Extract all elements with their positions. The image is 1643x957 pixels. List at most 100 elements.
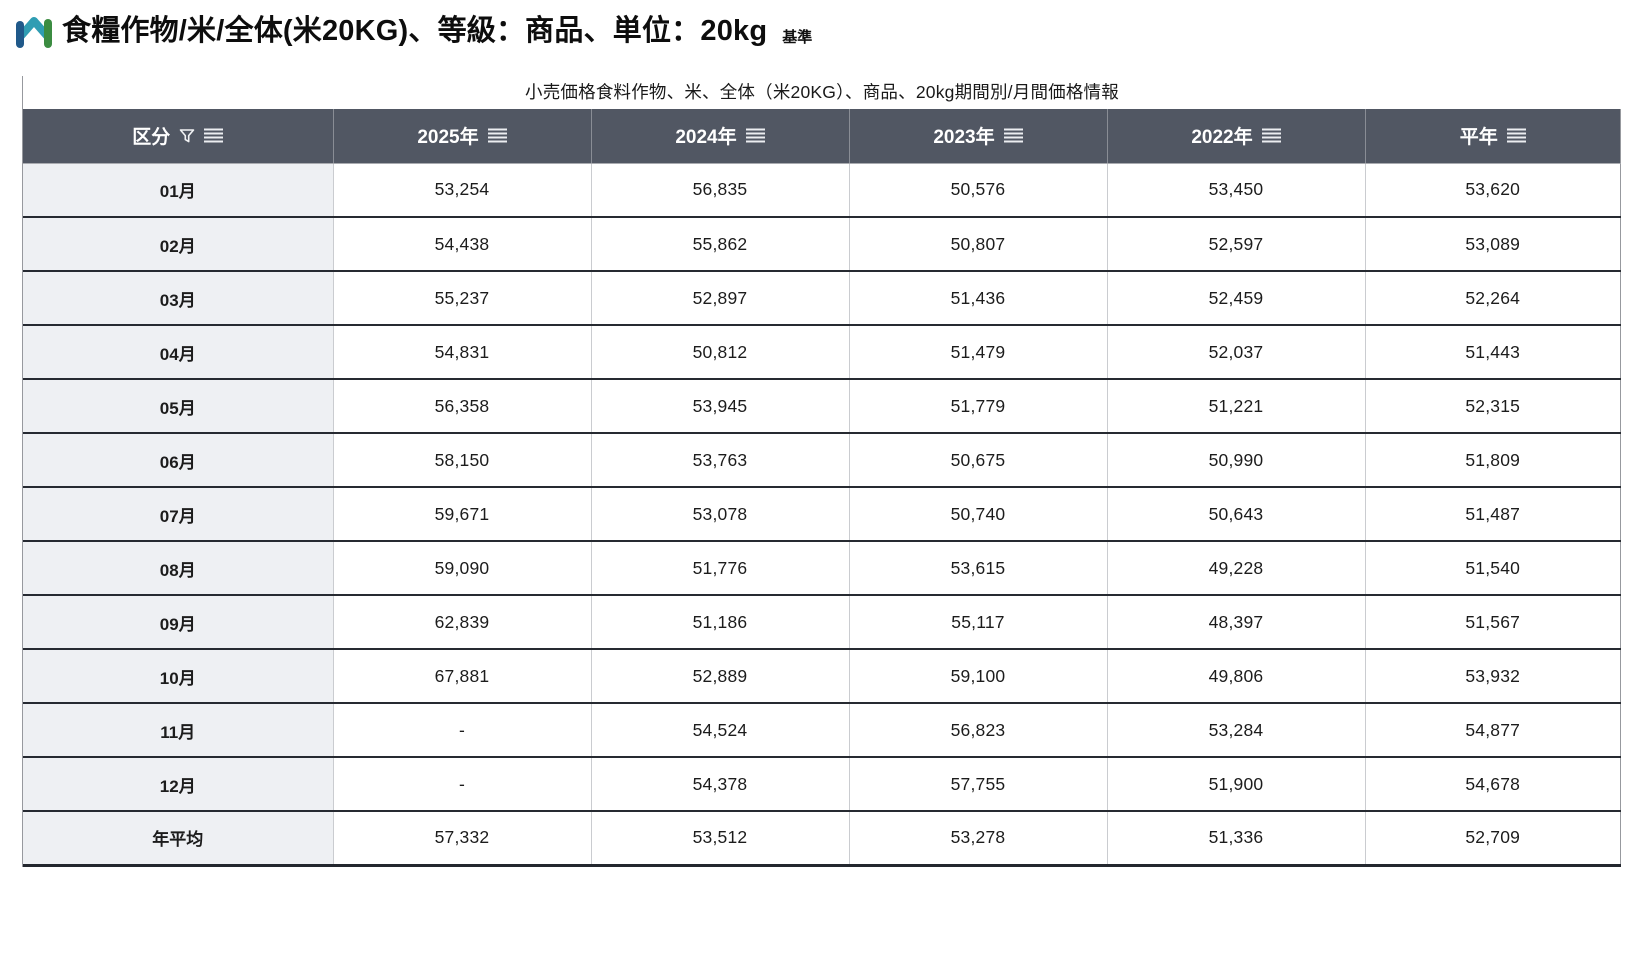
column-header-2025[interactable]: 2025年	[333, 109, 592, 164]
header-row: 区分 2025年	[23, 109, 1621, 164]
price-cell: 52,597	[1107, 216, 1366, 271]
price-cell: 51,436	[849, 270, 1108, 325]
price-cell: 53,615	[849, 540, 1108, 595]
table-row: 10月 67,881 52,889 59,100 49,806 53,932	[23, 648, 1621, 703]
table-row: 07月 59,671 53,078 50,740 50,643 51,487	[23, 486, 1621, 541]
table-row: 01月 53,254 56,835 50,576 53,450 53,620	[23, 163, 1621, 217]
menu-icon[interactable]	[204, 128, 224, 143]
price-cell: 53,945	[591, 378, 850, 433]
table-row: 年平均 57,332 53,512 53,278 51,336 52,709	[23, 810, 1621, 865]
row-label: 06月	[23, 432, 334, 487]
price-cell: 52,889	[591, 648, 850, 703]
column-header-2022[interactable]: 2022年	[1107, 109, 1366, 164]
price-cell: 52,709	[1365, 810, 1621, 865]
row-label: 08月	[23, 540, 334, 595]
price-cell: 54,831	[333, 324, 592, 379]
price-cell: 50,807	[849, 216, 1108, 271]
row-label: 09月	[23, 594, 334, 649]
price-cell: 56,823	[849, 702, 1108, 757]
m-logo-icon	[16, 17, 52, 48]
price-cell: 51,336	[1107, 810, 1366, 865]
price-cell: 50,576	[849, 163, 1108, 217]
table-row: 03月 55,237 52,897 51,436 52,459 52,264	[23, 270, 1621, 325]
row-label: 01月	[23, 163, 334, 217]
row-label: 11月	[23, 702, 334, 757]
price-cell: 49,806	[1107, 648, 1366, 703]
table-row: 06月 58,150 53,763 50,675 50,990 51,809	[23, 432, 1621, 487]
table-row: 05月 56,358 53,945 51,779 51,221 52,315	[23, 378, 1621, 433]
row-label: 03月	[23, 270, 334, 325]
menu-icon[interactable]	[487, 128, 507, 143]
price-cell: 50,675	[849, 432, 1108, 487]
table-row: 11月 -54,524 56,823 53,284 54,877	[23, 702, 1621, 757]
app-header: 食糧作物/米/全体(米20KG)、等級：商品、単位：20kg 基準	[0, 0, 1643, 58]
price-cell: 50,812	[591, 324, 850, 379]
price-cell: 56,835	[591, 163, 850, 217]
price-cell: 53,450	[1107, 163, 1366, 217]
price-cell: 52,459	[1107, 270, 1366, 325]
row-label: 12月	[23, 756, 334, 811]
table-row: 02月 54,438 55,862 50,807 52,597 53,089	[23, 216, 1621, 271]
row-label: 02月	[23, 216, 334, 271]
menu-icon[interactable]	[745, 128, 765, 143]
price-cell: 54,524	[591, 702, 850, 757]
price-cell: 53,284	[1107, 702, 1366, 757]
column-header-heinen[interactable]: 平年	[1365, 109, 1621, 164]
column-header-label: 2023年	[933, 127, 995, 149]
price-cell: 51,776	[591, 540, 850, 595]
column-header-2023[interactable]: 2023年	[849, 109, 1108, 164]
row-label: 07月	[23, 486, 334, 541]
row-label: 05月	[23, 378, 334, 433]
price-cell: 50,990	[1107, 432, 1366, 487]
price-cell: 59,671	[333, 486, 592, 541]
price-cell: 54,438	[333, 216, 592, 271]
table-row: 12月 -54,378 57,755 51,900 54,678	[23, 756, 1621, 811]
price-cell: 55,862	[591, 216, 850, 271]
price-cell: 62,839	[333, 594, 592, 649]
price-cell: 51,779	[849, 378, 1108, 433]
price-cell: 56,358	[333, 378, 592, 433]
price-cell: 57,332	[333, 810, 592, 865]
row-label: 10月	[23, 648, 334, 703]
price-cell: 54,678	[1365, 756, 1621, 811]
price-cell: 49,228	[1107, 540, 1366, 595]
column-header-2024[interactable]: 2024年	[591, 109, 850, 164]
price-cell: 59,100	[849, 648, 1108, 703]
price-cell: 54,877	[1365, 702, 1621, 757]
column-header-category[interactable]: 区分	[23, 109, 334, 164]
price-table-container: 小売価格食料作物、米、全体（米20KG）、商品、20kg期間別/月間価格情報 区…	[22, 76, 1621, 867]
table-header: 区分 2025年	[23, 109, 1621, 164]
price-cell: 51,809	[1365, 432, 1621, 487]
price-cell: 67,881	[333, 648, 592, 703]
price-cell: 51,221	[1107, 378, 1366, 433]
column-header-label: 平年	[1459, 127, 1498, 149]
menu-icon[interactable]	[1261, 128, 1281, 143]
price-cell: 52,264	[1365, 270, 1621, 325]
price-cell: 51,540	[1365, 540, 1621, 595]
price-cell: 51,479	[849, 324, 1108, 379]
price-cell: 59,090	[333, 540, 592, 595]
price-cell: 54,378	[591, 756, 850, 811]
price-cell: 57,755	[849, 756, 1108, 811]
price-cell: 50,740	[849, 486, 1108, 541]
row-label: 年平均	[23, 810, 334, 865]
price-cell: 51,567	[1365, 594, 1621, 649]
menu-icon[interactable]	[1506, 128, 1526, 143]
filter-icon[interactable]	[179, 128, 195, 144]
price-cell: 55,117	[849, 594, 1108, 649]
standard-label: 基準	[782, 29, 813, 46]
column-header-label: 区分	[132, 127, 171, 149]
price-cell: -	[333, 756, 592, 811]
page-title: 食糧作物/米/全体(米20KG)、等級：商品、単位：20kg	[62, 15, 768, 47]
table-caption: 小売価格食料作物、米、全体（米20KG）、商品、20kg期間別/月間価格情報	[525, 82, 1119, 102]
price-cell: 53,278	[849, 810, 1108, 865]
price-cell: 53,254	[333, 163, 592, 217]
menu-icon[interactable]	[1003, 128, 1023, 143]
column-header-label: 2025年	[417, 127, 479, 149]
price-cell: 51,186	[591, 594, 850, 649]
price-cell: 48,397	[1107, 594, 1366, 649]
price-cell: 53,078	[591, 486, 850, 541]
price-cell: 51,443	[1365, 324, 1621, 379]
price-cell: 52,037	[1107, 324, 1366, 379]
row-label: 04月	[23, 324, 334, 379]
